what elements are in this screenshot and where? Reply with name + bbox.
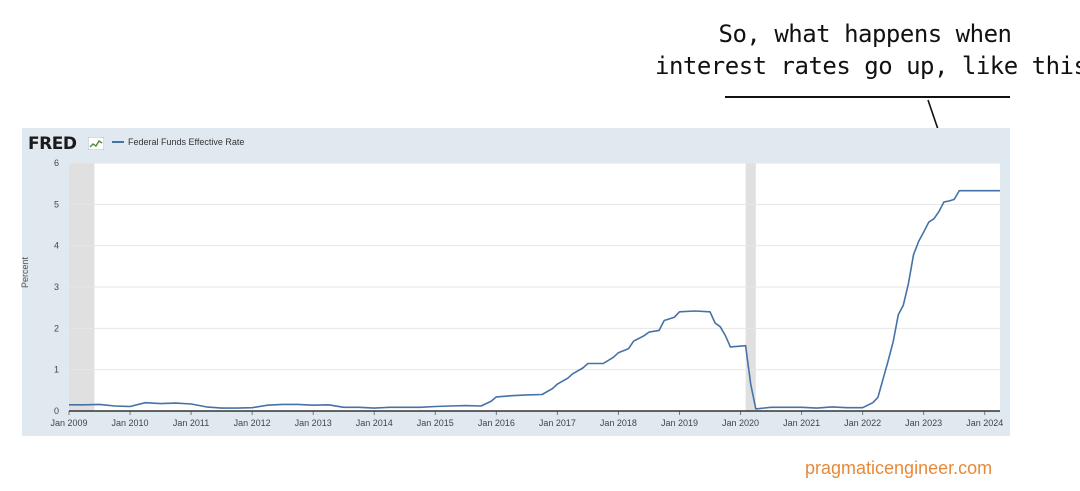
annotation-line-1: So, what happens when <box>718 20 1012 48</box>
x-tick-label: Jan 2021 <box>783 418 820 428</box>
fred-logo: FRED <box>28 134 77 154</box>
x-tick-label: Jan 2015 <box>417 418 454 428</box>
fred-chart-icon <box>88 137 104 150</box>
y-tick-label: 6 <box>54 158 59 168</box>
site-watermark: pragmaticengineer.com <box>805 458 993 478</box>
x-tick-label: Jan 2016 <box>478 418 515 428</box>
legend-swatch <box>112 141 124 143</box>
series-line-0 <box>69 189 1000 410</box>
x-tick-label: Jan 2019 <box>661 418 698 428</box>
chart-panel: FRED Federal Funds Effective Rate Percen… <box>20 128 1010 436</box>
x-tick-label: Jan 2014 <box>356 418 393 428</box>
legend-label: Federal Funds Effective Rate <box>128 137 245 147</box>
annotation: So, what happens when interest rates go … <box>655 18 1080 98</box>
x-tick-label: Jan 2018 <box>600 418 637 428</box>
y-tick-label: 5 <box>54 199 59 209</box>
x-tick-label: Jan 2017 <box>539 418 576 428</box>
annotation-line-2: interest rates go up, like this? <box>655 52 1080 80</box>
x-tick-label: Jan 2009 <box>50 418 87 428</box>
chart-legend: Federal Funds Effective Rate <box>112 137 244 147</box>
chart-svg: 0 1 2 3 4 5 6 Jan 2009 Jan 2010 Jan 2011 Jan 2012 J… <box>50 158 1003 428</box>
x-tick-label: Jan 2024 <box>966 418 1003 428</box>
x-tick-label: Jan 2010 <box>112 418 149 428</box>
x-tick-label: Jan 2013 <box>295 418 332 428</box>
y-tick-label: 1 <box>54 365 59 375</box>
x-tick-label: Jan 2023 <box>905 418 942 428</box>
annotation-underline <box>725 96 1010 98</box>
y-tick-label: 0 <box>54 406 59 416</box>
x-tick-label: Jan 2011 <box>173 418 209 428</box>
x-tick-label: Jan 2022 <box>844 418 881 428</box>
x-tick-label: Jan 2020 <box>722 418 759 428</box>
y-tick-label: 3 <box>54 282 59 292</box>
y-tick-label: 2 <box>54 323 59 333</box>
y-tick-label: 4 <box>54 241 59 251</box>
x-tick-label: Jan 2012 <box>234 418 271 428</box>
